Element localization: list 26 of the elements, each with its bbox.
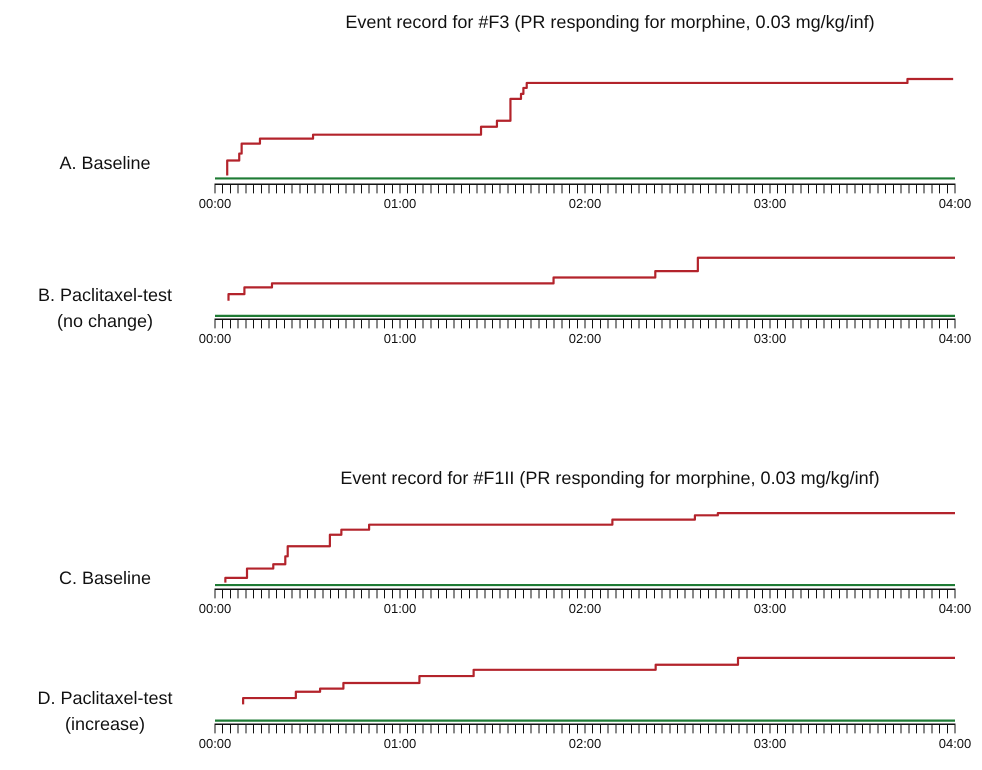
y-axis-title: B. Paclitaxel-test (no change) bbox=[36, 284, 174, 333]
x-tick-label: 02:00 bbox=[568, 736, 602, 751]
x-tick-label: 00:00 bbox=[198, 196, 232, 211]
x-tick-label: 03:00 bbox=[754, 330, 786, 346]
x-tick-label: 01:00 bbox=[384, 600, 416, 616]
x-tick-label: 00:00 bbox=[198, 600, 232, 616]
y-axis-title: A. Baseline bbox=[58, 152, 152, 175]
x-tick-label: 04:00 bbox=[938, 330, 972, 346]
y-axis-title: C. Baseline bbox=[58, 567, 152, 590]
chart-title: Event record for #F3 (PR responding for morphine, 0.03 mg/kg/inf) bbox=[344, 12, 876, 33]
x-tick-label: 04:00 bbox=[938, 736, 972, 751]
chart-title: Event record for #F1II (PR responding for morphine, 0.03 mg/kg/inf) bbox=[339, 468, 881, 489]
x-tick-label: 03:00 bbox=[754, 196, 786, 211]
x-tick-label: 00:00 bbox=[198, 330, 232, 346]
x-tick-label: 03:00 bbox=[754, 600, 786, 616]
x-tick-label: 03:00 bbox=[754, 736, 786, 751]
x-tick-label: 00:00 bbox=[198, 736, 232, 751]
x-tick-label: 02:00 bbox=[568, 196, 602, 211]
x-tick-label: 04:00 bbox=[938, 196, 972, 211]
y-axis-title: D. Paclitaxel-test (increase) bbox=[36, 687, 174, 736]
x-tick-label: 04:00 bbox=[938, 600, 972, 616]
x-tick-label: 01:00 bbox=[384, 736, 416, 751]
x-tick-label: 01:00 bbox=[384, 196, 416, 211]
x-tick-label: 01:00 bbox=[384, 330, 416, 346]
x-tick-label: 02:00 bbox=[568, 600, 602, 616]
x-tick-label: 02:00 bbox=[568, 330, 602, 346]
